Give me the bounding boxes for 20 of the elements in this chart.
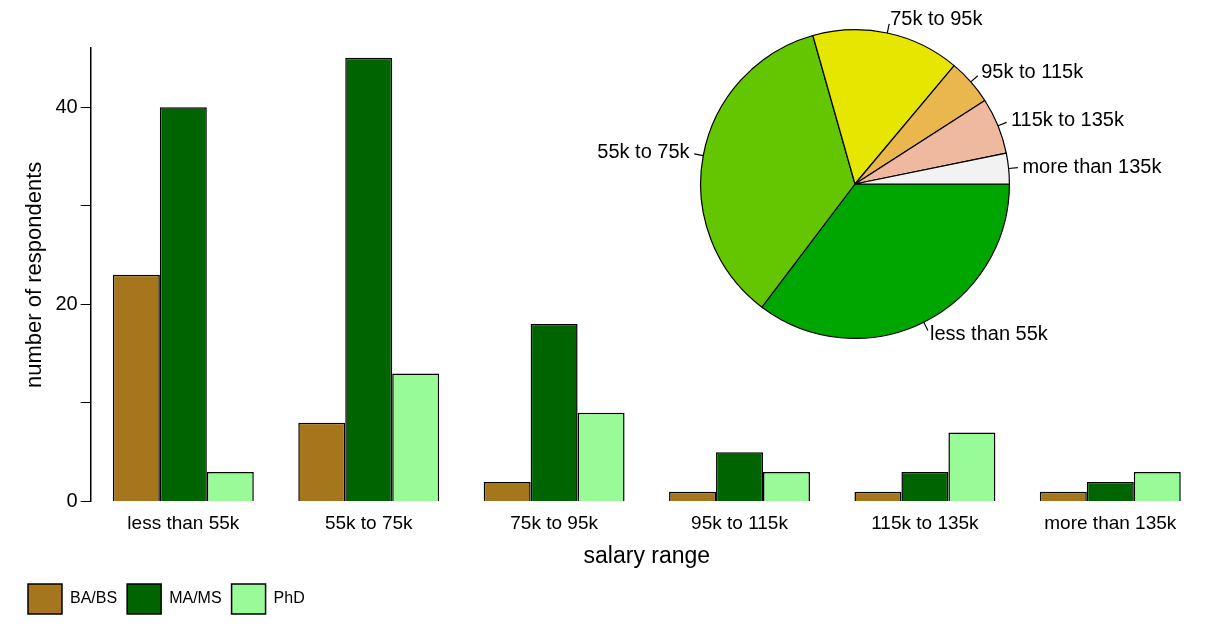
slice-label: 75k to 95k	[890, 6, 984, 29]
x-tick-label: 55k to 75k	[324, 512, 414, 534]
slice-label: less than 55k	[929, 322, 1049, 345]
slice-label: 115k to 135k	[1010, 108, 1125, 131]
x-tick-label: 95k to 115k	[691, 512, 789, 534]
legend-label: MA/MS	[169, 589, 222, 607]
slice-label: 55k to 75k	[597, 140, 691, 163]
y-tick-label: 20	[55, 291, 78, 314]
y-tick-label: 0	[66, 489, 78, 512]
slice-label: more than 135k	[1022, 154, 1163, 177]
legend-label: PhD	[273, 589, 305, 607]
x-tick-label: 75k to 95k	[510, 512, 599, 534]
y-axis-title: number of respondents	[21, 161, 47, 388]
x-axis-title: salary range	[583, 541, 711, 568]
slice-label: 95k to 115k	[981, 60, 1085, 83]
x-tick-label: less than 55k	[127, 512, 240, 534]
legend-label: BA/BS	[70, 589, 118, 607]
x-tick-label: 115k to 135k	[871, 512, 980, 534]
x-tick-label: more than 135k	[1044, 512, 1177, 534]
y-tick-label: 40	[55, 94, 78, 117]
